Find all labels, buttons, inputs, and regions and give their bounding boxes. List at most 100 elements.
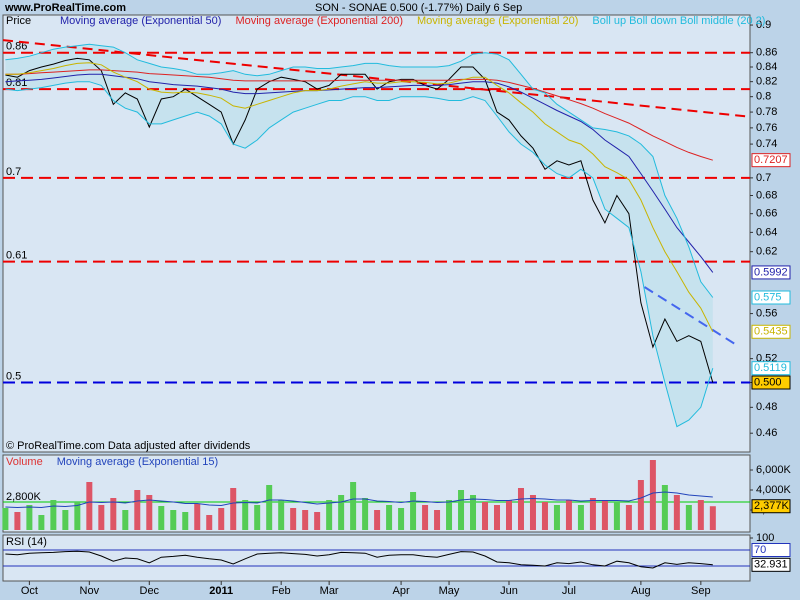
- series-line: [5, 73, 714, 273]
- series-line: [5, 43, 714, 298]
- volume-bar: [541, 502, 548, 530]
- volume-bar: [38, 515, 45, 530]
- footer-note: © ProRealTime.com Data adjusted after di…: [6, 440, 251, 452]
- x-tick-label: Sep: [691, 585, 711, 597]
- y-tick-label: 0.76: [756, 122, 777, 134]
- panel-title: RSI (14): [6, 536, 47, 548]
- volume-bar: [182, 512, 189, 530]
- value-box-label: 0.500: [754, 376, 782, 388]
- volume-bar: [649, 460, 656, 530]
- series-line: [5, 550, 713, 569]
- y-tick-label: 0.9: [756, 19, 771, 31]
- x-tick-label: Oct: [21, 585, 38, 597]
- volume-bar: [338, 495, 345, 530]
- legend-entry: Volume: [6, 456, 43, 468]
- volume-bar: [242, 500, 249, 530]
- value-box-label: 0.5992: [754, 266, 788, 278]
- value-box-label: 70: [754, 544, 766, 556]
- level-label: 2,800K: [6, 491, 42, 503]
- y-tick-label: 4,000K: [756, 484, 792, 496]
- value-box: [751, 499, 791, 514]
- volume-bar: [62, 510, 69, 530]
- legend-entry: Boll up Boll down Boll middle (20 2): [592, 15, 765, 27]
- value-box: [751, 543, 791, 557]
- y-tick-label: 0.86: [756, 47, 777, 59]
- series-line: [5, 491, 713, 509]
- x-tick-label: Dec: [140, 585, 160, 597]
- volume-bar: [517, 488, 524, 530]
- series-line: [5, 69, 713, 161]
- y-tick-label: 0.74: [756, 138, 777, 150]
- y-tick-label: 100: [756, 532, 774, 544]
- volume-bar: [86, 482, 93, 530]
- y-tick-label: 0.48: [756, 401, 777, 413]
- level-label: 0.5: [6, 370, 21, 382]
- x-tick-label: Jun: [500, 585, 518, 597]
- volume-bar: [601, 500, 608, 530]
- legend-entry: Moving average (Exponential 20): [417, 15, 578, 27]
- volume-bar: [446, 500, 453, 530]
- volume-bar: [374, 510, 381, 530]
- volume-bar: [362, 498, 369, 530]
- volume-bar: [254, 505, 261, 530]
- x-tick-label: Jul: [562, 585, 576, 597]
- legend-entry: Moving average (Exponential 50): [60, 15, 221, 27]
- volume-bar: [122, 510, 129, 530]
- volume-bar: [553, 505, 560, 530]
- bollinger-fill: [5, 44, 713, 427]
- legend-entry: Moving average (Exponential 200): [235, 15, 403, 27]
- value-box-label: 0.5119: [754, 362, 787, 374]
- volume-bar: [194, 504, 201, 530]
- y-tick-label: 0.64: [756, 226, 777, 238]
- value-box-label: 0.575: [754, 291, 782, 303]
- y-tick-label: 0.56: [756, 307, 777, 319]
- volume-bar: [230, 488, 237, 530]
- y-tick-label: 6,000K: [756, 464, 792, 476]
- trendline: [643, 286, 735, 345]
- x-tick-label: May: [439, 585, 460, 597]
- volume-bar: [386, 505, 393, 530]
- x-tick-label: Mar: [320, 585, 339, 597]
- series-line: [5, 57, 714, 383]
- level-label: 0.61: [6, 249, 27, 261]
- volume-bar: [146, 495, 153, 530]
- volume-bar: [14, 512, 21, 530]
- value-box: [751, 361, 791, 376]
- rsi-panel: [2, 534, 751, 582]
- y-tick-label: 0.8: [756, 91, 771, 103]
- value-box-label: 0.7207: [754, 154, 788, 166]
- volume-bar: [170, 510, 177, 530]
- trendline: [2, 39, 751, 118]
- value-box-label: 0.5435: [754, 326, 788, 338]
- y-axis-label: Price: [6, 15, 31, 27]
- site-name: www.ProRealTime.com: [4, 2, 126, 14]
- volume-bar: [505, 500, 512, 530]
- value-box: [751, 265, 791, 280]
- volume-bar: [529, 495, 536, 530]
- volume-bar: [302, 510, 309, 530]
- volume-bar: [494, 505, 501, 530]
- legend-entry: Moving average (Exponential 15): [57, 456, 218, 468]
- level-label: 0.7: [6, 166, 21, 178]
- volume-bar: [158, 506, 165, 530]
- volume-bar: [589, 498, 596, 530]
- x-tick-label: Nov: [80, 585, 100, 597]
- x-tick-label: Aug: [631, 585, 651, 597]
- volume-bar: [482, 502, 489, 530]
- volume-bar: [577, 505, 584, 530]
- volume-bar: [458, 490, 465, 530]
- volume-bar: [134, 490, 141, 530]
- volume-bar: [98, 505, 105, 530]
- volume-bar: [625, 505, 632, 530]
- volume-bar: [709, 506, 716, 530]
- y-tick-label: 0.68: [756, 189, 777, 201]
- volume-bar: [673, 495, 680, 530]
- y-tick-label: 0.84: [756, 61, 777, 73]
- volume-bar: [685, 505, 692, 530]
- x-tick-label: Apr: [393, 585, 410, 597]
- y-tick-label: 0.62: [756, 246, 777, 258]
- value-box-label: 32.931: [754, 559, 788, 571]
- level-label: 0.86: [6, 41, 27, 53]
- volume-bar: [278, 500, 285, 530]
